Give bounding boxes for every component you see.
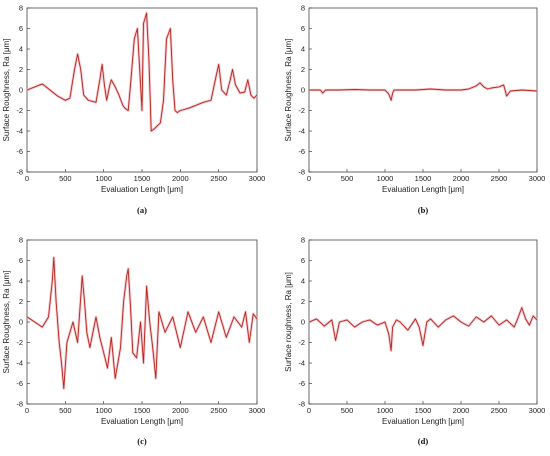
y-tick-label: 6	[19, 24, 23, 33]
y-tick-label: -4	[16, 127, 23, 136]
y-axis-label: Surface roughness, Ra [μm]	[284, 272, 293, 372]
y-tick-label: 4	[301, 277, 305, 286]
panel-caption: (a)	[137, 205, 147, 215]
y-tick-label: -8	[298, 400, 305, 409]
y-tick-label: -4	[298, 359, 305, 368]
x-axis-label: Evaluation Length [μm]	[382, 417, 464, 426]
x-tick-label: 2500	[491, 406, 508, 415]
y-tick-label: -6	[16, 147, 23, 156]
y-tick-label: 2	[19, 297, 23, 306]
panel-caption: (c)	[137, 436, 147, 446]
y-tick-label: -8	[16, 400, 23, 409]
y-tick-label: 4	[301, 45, 305, 54]
y-tick-label: -6	[298, 147, 305, 156]
y-tick-label: 4	[19, 277, 23, 286]
x-tick-label: 1500	[415, 406, 432, 415]
x-tick-label: 1000	[377, 406, 394, 415]
series-glow	[26, 256, 259, 390]
y-tick-label: 0	[19, 318, 23, 327]
y-tick-label: -2	[16, 106, 23, 115]
series-line	[26, 256, 258, 390]
series-glow	[26, 11, 258, 133]
y-tick-label: -8	[298, 168, 305, 177]
x-tick-label: 1500	[415, 174, 432, 183]
y-tick-label: -2	[298, 338, 305, 347]
x-tick-label: 500	[341, 406, 354, 415]
x-axis-label: Evaluation Length [μm]	[101, 185, 183, 194]
y-tick-label: 8	[19, 236, 23, 245]
x-tick-label: 3000	[249, 174, 266, 183]
y-tick-label: 0	[301, 318, 305, 327]
x-tick-label: 500	[59, 174, 72, 183]
y-tick-label: 2	[301, 65, 305, 74]
x-tick-label: 2000	[172, 406, 189, 415]
y-tick-label: 2	[19, 65, 23, 74]
y-tick-label: -8	[16, 168, 23, 177]
y-tick-label: 8	[301, 236, 305, 245]
x-tick-label: 1500	[134, 174, 151, 183]
y-tick-label: 8	[19, 4, 23, 13]
x-tick-label: 500	[59, 406, 72, 415]
y-tick-label: -6	[298, 379, 305, 388]
panel-caption: (d)	[418, 436, 429, 446]
y-tick-label: -4	[16, 359, 23, 368]
x-tick-label: 3000	[529, 174, 546, 183]
panel-caption: (b)	[418, 205, 429, 215]
y-tick-label: 8	[301, 4, 305, 13]
y-tick-label: 6	[301, 256, 305, 265]
y-tick-label: 6	[301, 24, 305, 33]
y-tick-label: -2	[16, 338, 23, 347]
x-tick-label: 2000	[453, 174, 470, 183]
y-tick-label: 2	[301, 297, 305, 306]
x-tick-label: 2500	[210, 406, 227, 415]
y-axis-label: Surface Roughness, Ra [μm]	[2, 271, 11, 374]
x-tick-label: 2500	[210, 174, 227, 183]
y-tick-label: 6	[19, 256, 23, 265]
y-tick-label: -2	[298, 106, 305, 115]
x-tick-label: 2000	[453, 406, 470, 415]
x-tick-label: 0	[307, 406, 311, 415]
series-line	[309, 82, 538, 101]
y-axis-label: Surface Roughness, Ra [μm]	[284, 39, 293, 142]
y-tick-label: 0	[19, 86, 23, 95]
x-tick-label: 1000	[95, 174, 112, 183]
x-tick-label: 0	[25, 406, 29, 415]
x-tick-label: 500	[341, 174, 354, 183]
x-tick-label: 1500	[134, 406, 151, 415]
y-tick-label: -6	[16, 379, 23, 388]
x-axis-label: Evaluation Length [μm]	[101, 417, 183, 426]
x-tick-label: 3000	[249, 406, 266, 415]
y-tick-label: 0	[301, 86, 305, 95]
x-tick-label: 0	[25, 174, 29, 183]
x-tick-label: 3000	[529, 406, 546, 415]
x-tick-label: 2500	[491, 174, 508, 183]
x-tick-label: 2000	[172, 174, 189, 183]
x-tick-label: 0	[307, 174, 311, 183]
x-axis-label: Evaluation Length [μm]	[382, 185, 464, 194]
x-tick-label: 1000	[95, 406, 112, 415]
y-tick-label: 4	[19, 45, 23, 54]
y-axis-label: Surface Roughness, Ra [μm]	[2, 39, 11, 142]
series-line	[26, 12, 258, 132]
series-line	[308, 307, 538, 352]
x-tick-label: 1000	[377, 174, 394, 183]
y-tick-label: -4	[298, 127, 305, 136]
